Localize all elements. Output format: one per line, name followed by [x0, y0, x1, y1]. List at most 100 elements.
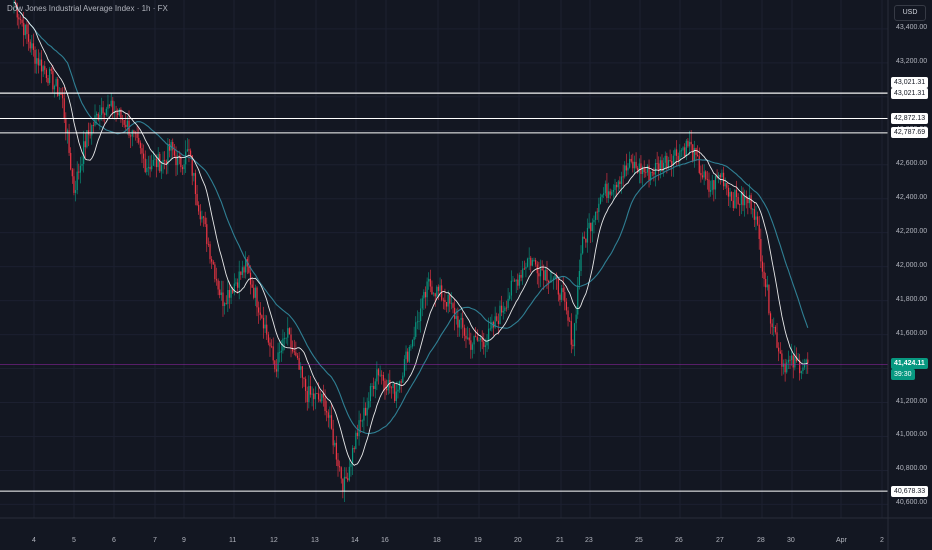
- candle-body: [470, 340, 472, 350]
- candle-body: [201, 216, 203, 220]
- candle-body: [108, 104, 111, 106]
- candle-body: [578, 270, 580, 286]
- candle-body: [324, 397, 326, 412]
- candle-body: [549, 280, 551, 283]
- candle-body: [317, 393, 320, 400]
- candle-body: [18, 17, 20, 20]
- candle-body: [202, 216, 205, 218]
- level-price-tag[interactable]: 40,678.33: [891, 485, 929, 497]
- candle-body: [465, 335, 467, 339]
- candle-body: [407, 351, 409, 362]
- candle-body: [403, 359, 406, 376]
- candle-body: [209, 244, 211, 260]
- candle-body: [180, 156, 182, 168]
- price-tick-label: 42,200.00: [896, 227, 928, 235]
- candle-body: [645, 172, 647, 174]
- candle-body: [47, 78, 49, 83]
- candle-body: [49, 68, 51, 83]
- candle-body: [57, 78, 59, 96]
- price-tick-label: 43,200.00: [896, 57, 928, 65]
- candle-body: [16, 4, 18, 18]
- candle-body: [416, 321, 418, 323]
- level-price-tag[interactable]: 42,872.13: [891, 113, 929, 125]
- candle-body: [424, 291, 427, 298]
- candle-body: [572, 344, 574, 347]
- candle-body: [444, 299, 446, 302]
- candle-body: [643, 168, 645, 173]
- candle-body: [238, 271, 240, 288]
- bar-countdown-timer: 39:30: [891, 369, 915, 381]
- candle-body: [240, 271, 242, 275]
- candle-body: [596, 211, 598, 213]
- time-tick-label: 7: [153, 537, 157, 544]
- candle-body: [270, 346, 273, 348]
- candle-body: [740, 191, 742, 205]
- candle-body: [121, 118, 124, 120]
- candle-body: [78, 171, 80, 173]
- candle-body: [528, 257, 530, 259]
- candle-body: [262, 317, 265, 329]
- candle-body: [55, 78, 57, 86]
- candle-body: [782, 363, 785, 367]
- candle-body: [394, 383, 396, 401]
- candle-body: [753, 208, 755, 220]
- candle-body: [682, 147, 684, 151]
- level-price-tag[interactable]: 43,021.31: [891, 87, 929, 99]
- level-price-tag[interactable]: 43,021.31: [891, 76, 929, 88]
- candle-body: [91, 125, 93, 136]
- price-tick-label: 41,200.00: [896, 397, 928, 405]
- candle-body: [222, 292, 224, 307]
- candle-body: [727, 187, 730, 197]
- candle-body: [228, 290, 231, 298]
- candle-body: [87, 130, 90, 135]
- candle-body: [290, 334, 292, 349]
- candle-body: [92, 125, 94, 126]
- candle-body: [497, 320, 499, 325]
- candle-body: [377, 369, 380, 376]
- currency-button[interactable]: USD: [894, 5, 926, 21]
- candle-body: [711, 180, 713, 191]
- candle-body: [154, 158, 156, 160]
- candle-body: [658, 163, 660, 172]
- candle-body: [79, 165, 82, 173]
- candle-body: [479, 338, 482, 341]
- candle-body: [734, 190, 736, 209]
- candle-body: [173, 150, 175, 156]
- level-price-tag[interactable]: 42,787.69: [891, 127, 929, 139]
- candle-body: [442, 299, 444, 301]
- candle-body: [309, 386, 312, 395]
- candle-body: [599, 197, 602, 204]
- candle-body: [194, 173, 197, 195]
- candle-body: [386, 388, 388, 391]
- candle-body: [405, 351, 407, 360]
- candle-body: [671, 160, 673, 166]
- candle-body: [292, 348, 294, 352]
- candle-body: [329, 415, 331, 418]
- candle-body: [523, 268, 525, 270]
- candle-body: [296, 355, 299, 359]
- candle-body: [282, 338, 284, 351]
- candle-body: [795, 356, 798, 361]
- candle-body: [614, 184, 616, 191]
- candle-body: [651, 172, 653, 173]
- candle-body: [144, 158, 146, 172]
- candle-body: [423, 291, 425, 299]
- candle-body: [656, 162, 658, 164]
- candle-body: [669, 160, 671, 161]
- candle-body: [622, 176, 624, 178]
- candle-body: [277, 352, 279, 372]
- candle-body: [70, 152, 72, 170]
- candle-body: [243, 267, 245, 273]
- time-tick-label: 2: [880, 537, 884, 544]
- candle-body: [598, 203, 600, 213]
- candle-body: [19, 19, 22, 21]
- candle-body: [510, 280, 512, 296]
- candle-body: [761, 261, 764, 272]
- candle-body: [526, 258, 529, 267]
- time-tick-label: 19: [474, 537, 482, 544]
- candle-body: [126, 120, 128, 127]
- candle-body: [460, 318, 462, 320]
- candle-body: [543, 270, 545, 281]
